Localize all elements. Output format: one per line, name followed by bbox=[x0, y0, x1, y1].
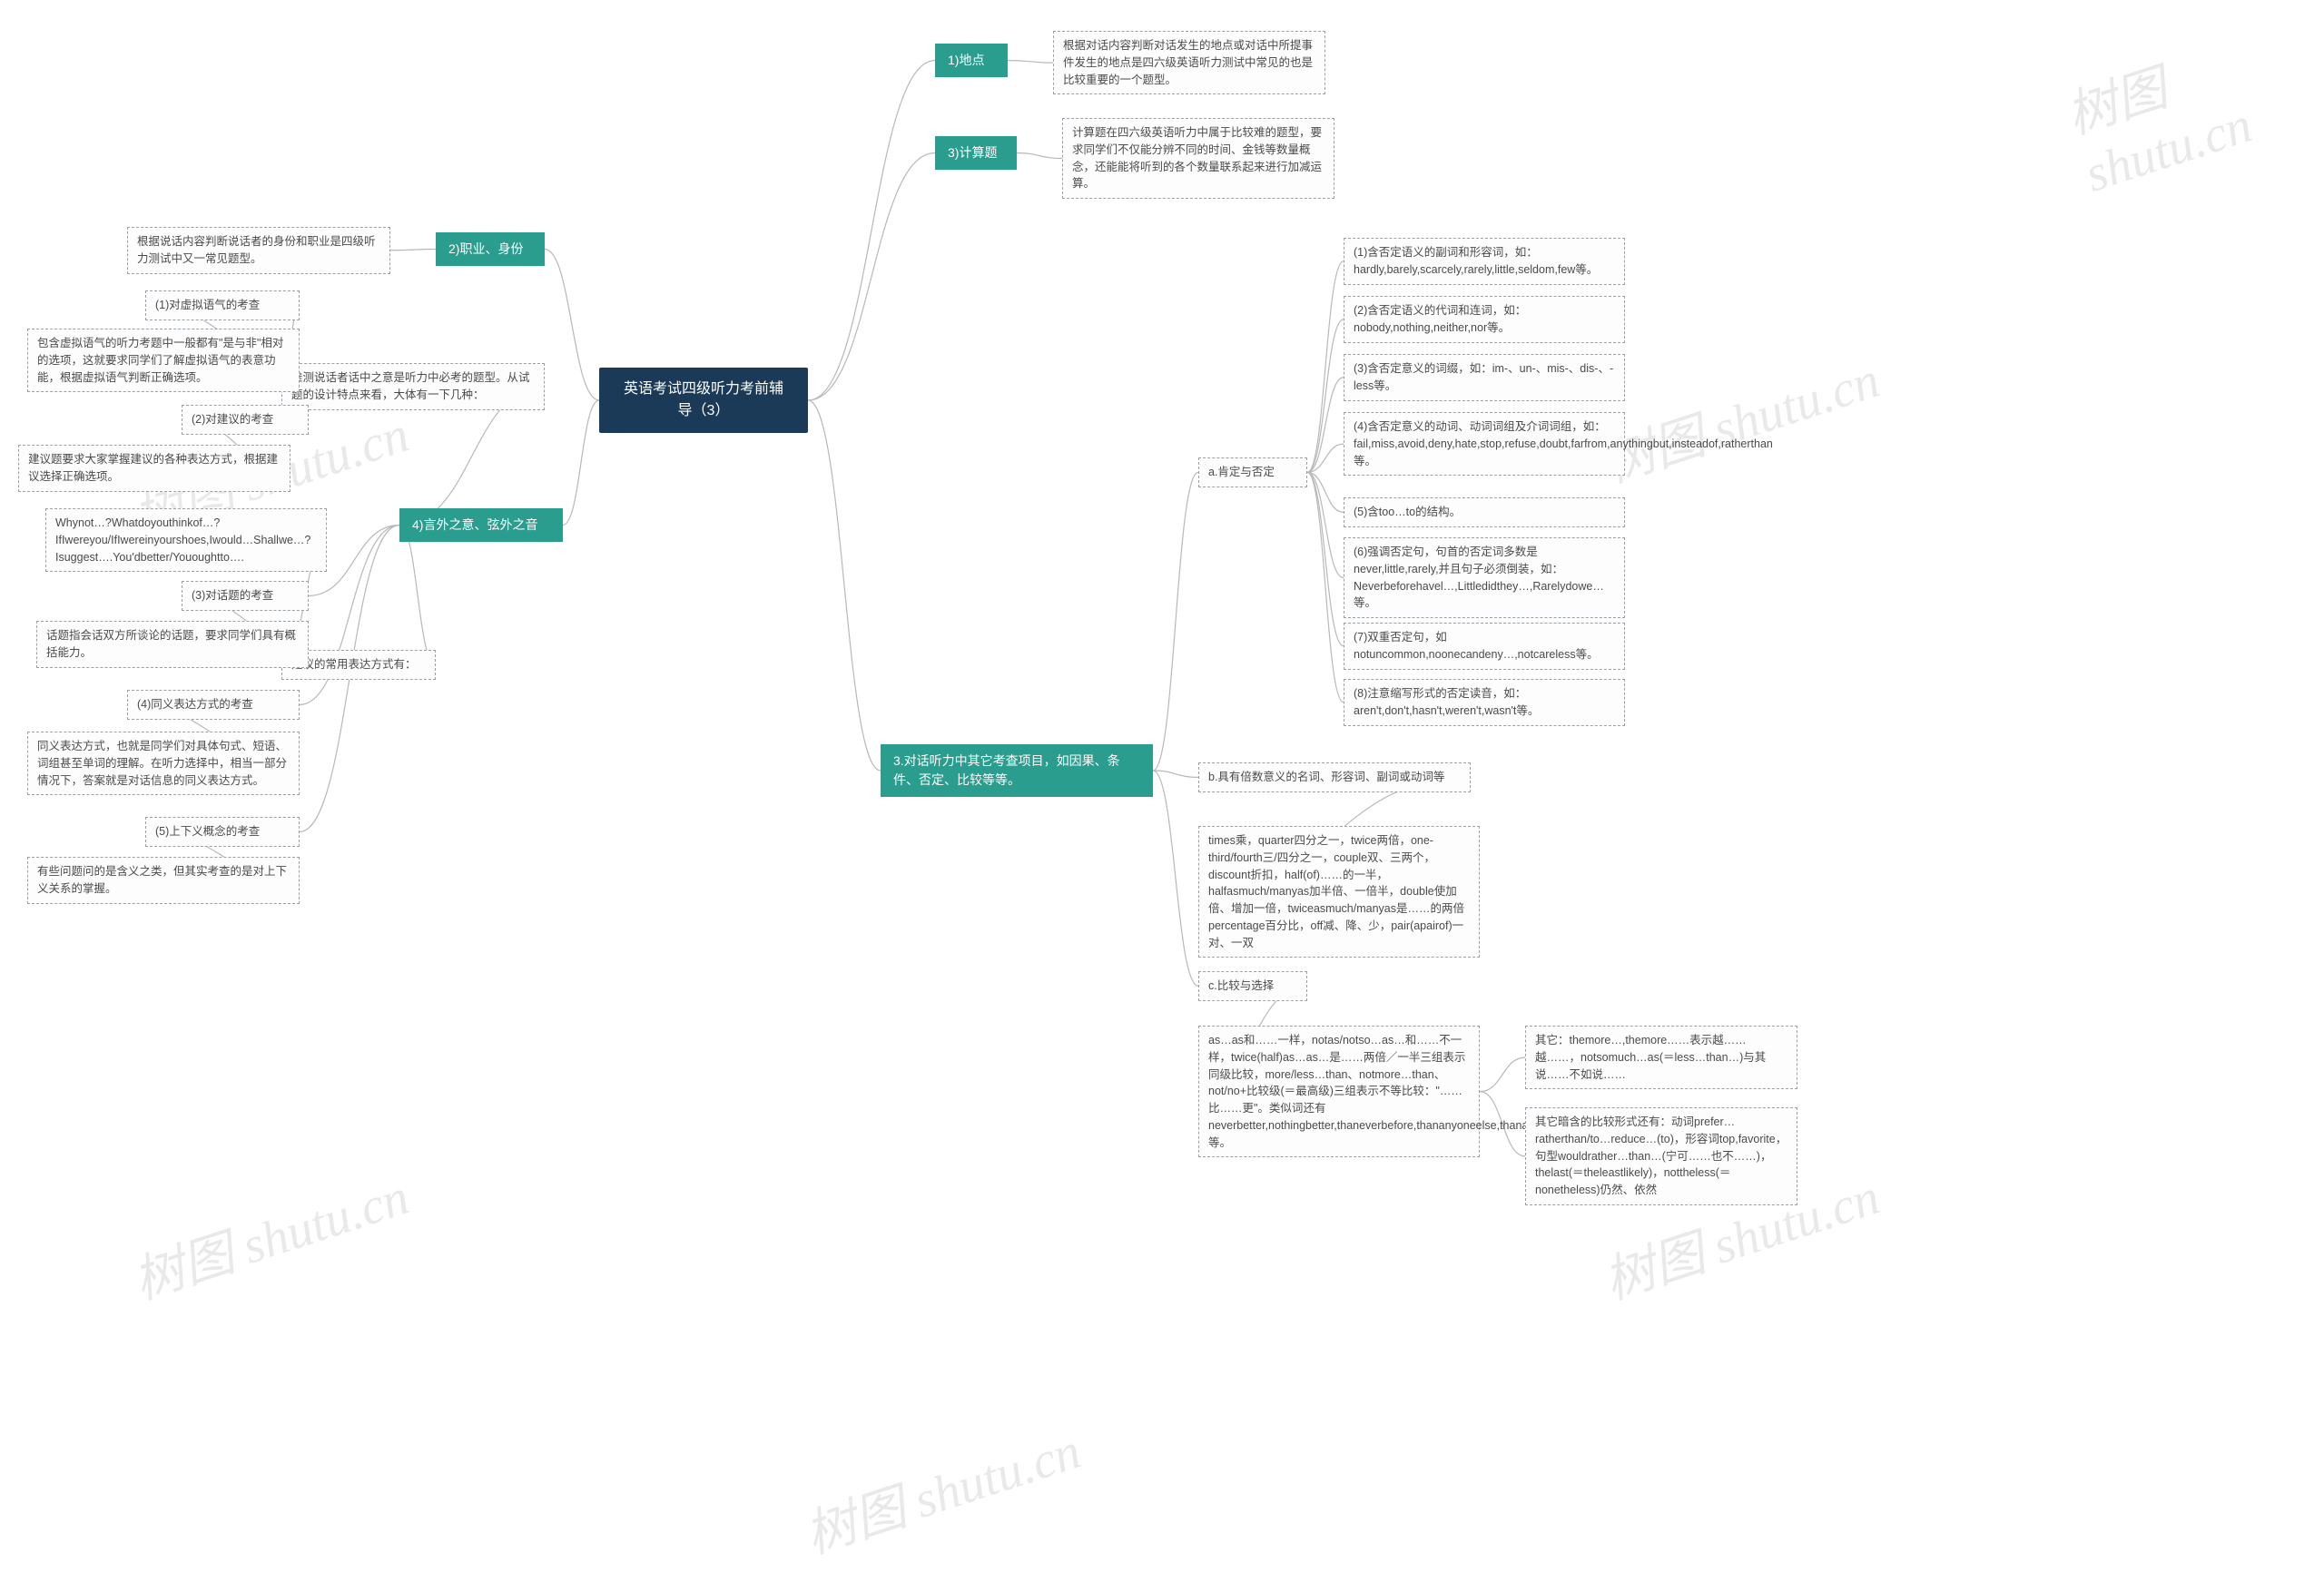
connector-line bbox=[1153, 472, 1198, 771]
node-label: 同义表达方式，也就是同学们对具体句式、短语、词组甚至单词的理解。在听力选择中，相… bbox=[37, 740, 287, 787]
node-label: 1)地点 bbox=[948, 53, 984, 67]
node-label: 3)计算题 bbox=[948, 145, 997, 160]
mindmap-leaf: (2)对建议的考查 bbox=[182, 405, 309, 435]
root-label: 英语考试四级听力考前辅导（3） bbox=[624, 381, 783, 418]
node-label: 其它：themore…,themore……表示越……越……，notsomuch…… bbox=[1535, 1034, 1766, 1081]
node-label: (8)注意缩写形式的否定读音，如：aren't,don't,hasn't,wer… bbox=[1354, 687, 1539, 717]
connector-line bbox=[808, 400, 881, 771]
node-label: 其它暗含的比较形式还有：动词prefer…ratherthan/to…reduc… bbox=[1535, 1115, 1787, 1196]
connector-line bbox=[1307, 472, 1344, 702]
mindmap-leaf: (3)含否定意义的词缀，如：im-、un-、mis-、dis-、-less等。 bbox=[1344, 354, 1625, 401]
watermark-6: 树图 shutu.cn bbox=[2055, 0, 2324, 203]
connector-line bbox=[1307, 319, 1344, 473]
connector-line bbox=[1480, 1057, 1525, 1092]
mindmap-leaf: (1)对虚拟语气的考查 bbox=[145, 290, 300, 320]
node-label: (4)同义表达方式的考查 bbox=[137, 698, 253, 711]
node-label: (5)上下义概念的考查 bbox=[155, 825, 260, 838]
mindmap-leaf: (3)对话题的考查 bbox=[182, 581, 309, 611]
connector-line bbox=[1307, 444, 1344, 472]
connector-line bbox=[1307, 472, 1344, 645]
node-label: (3)含否定意义的词缀，如：im-、un-、mis-、dis-、-less等。 bbox=[1354, 362, 1613, 392]
mindmap-leaf: 其它暗含的比较形式还有：动词prefer…ratherthan/to…reduc… bbox=[1525, 1107, 1797, 1205]
mindmap-leaf: 有些问题问的是含义之类，但其实考查的是对上下义关系的掌握。 bbox=[27, 857, 300, 904]
mindmap-branch: 2)职业、身份 bbox=[436, 232, 545, 266]
node-label: b.具有倍数意义的名词、形容词、副词或动词等 bbox=[1208, 771, 1444, 783]
mindmap-leaf: (7)双重否定句，如notuncommon,noonecandeny…,notc… bbox=[1344, 623, 1625, 670]
mindmap-leaf: 话题指会话双方所谈论的话题，要求同学们具有概括能力。 bbox=[36, 621, 309, 668]
node-label: c.比较与选择 bbox=[1208, 979, 1274, 992]
mindmap-leaf: 建议题要求大家掌握建议的各种表达方式，根据建议选择正确选项。 bbox=[18, 445, 290, 492]
mindmap-leaf: (2)含否定语义的代词和连词，如：nobody,nothing,neither,… bbox=[1344, 296, 1625, 343]
mindmap-leaf: (8)注意缩写形式的否定读音，如：aren't,don't,hasn't,wer… bbox=[1344, 679, 1625, 726]
connector-line bbox=[1307, 261, 1344, 473]
connector-line bbox=[1153, 771, 1198, 986]
watermark-3: 树图 shutu.cn bbox=[794, 1410, 1088, 1567]
mindmap-leaf: 根据对话内容判断对话发生的地点或对话中所提事件发生的地点是四六级英语听力测试中常… bbox=[1053, 31, 1325, 94]
node-label: 3.对话听力中其它考查项目，如因果、条件、否定、比较等等。 bbox=[893, 753, 1120, 787]
mindmap-leaf: c.比较与选择 bbox=[1198, 971, 1307, 1001]
node-label: (1)对虚拟语气的考查 bbox=[155, 299, 260, 311]
watermark-2: 树图 shutu.cn bbox=[123, 1155, 417, 1313]
node-label: (2)对建议的考查 bbox=[192, 413, 273, 426]
mindmap-leaf: Whynot…?Whatdoyouthinkof…?IfIwereyou/IfI… bbox=[45, 508, 327, 572]
node-label: 2)职业、身份 bbox=[448, 241, 523, 256]
mindmap-leaf: 计算题在四六级英语听力中属于比较难的题型，要求同学们不仅能分辨不同的时间、金钱等… bbox=[1062, 118, 1334, 199]
node-label: (7)双重否定句，如notuncommon,noonecandeny…,notc… bbox=[1354, 631, 1599, 661]
connector-line bbox=[390, 250, 436, 251]
connector-line bbox=[545, 250, 599, 401]
mindmap-leaf: b.具有倍数意义的名词、形容词、副词或动词等 bbox=[1198, 762, 1471, 792]
mindmap-leaf: (5)上下义概念的考查 bbox=[145, 817, 300, 847]
mindmap-leaf: (1)含否定语义的副词和形容词，如：hardly,barely,scarcely… bbox=[1344, 238, 1625, 285]
node-label: 包含虚拟语气的听力考题中一般都有"是与非"相对的选项，这就要求同学们了解虚拟语气… bbox=[37, 337, 283, 384]
node-label: 建议题要求大家掌握建议的各种表达方式，根据建议选择正确选项。 bbox=[28, 453, 278, 483]
connector-line bbox=[1307, 472, 1344, 577]
node-label: times乘，quarter四分之一，twice两倍，one-third/fou… bbox=[1208, 834, 1464, 949]
connector-line bbox=[808, 61, 935, 401]
node-label: 4)言外之意、弦外之音 bbox=[412, 517, 537, 532]
node-label: (4)含否定意义的动词、动词词组及介词词组，如：fail,miss,avoid,… bbox=[1354, 420, 1773, 467]
node-label: (6)强调否定句，句首的否定词多数是never,little,rarely,并且… bbox=[1354, 545, 1604, 609]
connector-line bbox=[399, 526, 436, 665]
node-label: (5)含too…to的结构。 bbox=[1354, 506, 1461, 518]
watermark-4: 树图 shutu.cn bbox=[1593, 339, 1887, 496]
node-label: 计算题在四六级英语听力中属于比较难的题型，要求同学们不仅能分辨不同的时间、金钱等… bbox=[1072, 126, 1322, 190]
mindmap-leaf: (6)强调否定句，句首的否定词多数是never,little,rarely,并且… bbox=[1344, 537, 1625, 618]
mindmap-leaf: (4)同义表达方式的考查 bbox=[127, 690, 300, 720]
node-label: 有些问题问的是含义之类，但其实考查的是对上下义关系的掌握。 bbox=[37, 865, 287, 895]
mindmap-root: 英语考试四级听力考前辅导（3） bbox=[599, 368, 808, 433]
connector-line bbox=[1008, 61, 1053, 64]
mindmap-leaf: 同义表达方式，也就是同学们对具体句式、短语、词组甚至单词的理解。在听力选择中，相… bbox=[27, 732, 300, 795]
mindmap-leaf: 包含虚拟语气的听力考题中一般都有"是与非"相对的选项，这就要求同学们了解虚拟语气… bbox=[27, 329, 300, 392]
node-label: 根据说话内容判断说话者的身份和职业是四级听力测试中又一常见题型。 bbox=[137, 235, 376, 265]
connector-line bbox=[808, 153, 935, 401]
node-label: (2)含否定语义的代词和连词，如：nobody,nothing,neither,… bbox=[1354, 304, 1526, 334]
mindmap-leaf: 推测说话者话中之意是听力中必考的题型。从试题的设计特点来看，大体有一下几种： bbox=[281, 363, 545, 410]
connector-line bbox=[1307, 472, 1344, 512]
node-label: 根据对话内容判断对话发生的地点或对话中所提事件发生的地点是四六级英语听力测试中常… bbox=[1063, 39, 1313, 86]
node-label: 建议的常用表达方式有： bbox=[291, 658, 417, 671]
mindmap-branch: 4)言外之意、弦外之音 bbox=[399, 508, 563, 542]
connector-line bbox=[1017, 153, 1062, 159]
node-label: 话题指会话双方所谈论的话题，要求同学们具有概括能力。 bbox=[46, 629, 296, 659]
node-label: a.肯定与否定 bbox=[1208, 466, 1275, 478]
mindmap-branch: 3.对话听力中其它考查项目，如因果、条件、否定、比较等等。 bbox=[881, 744, 1153, 797]
mindmap-leaf: (5)含too…to的结构。 bbox=[1344, 497, 1625, 527]
mindmap-leaf: 根据说话内容判断说话者的身份和职业是四级听力测试中又一常见题型。 bbox=[127, 227, 390, 274]
mindmap-branch: 3)计算题 bbox=[935, 136, 1017, 170]
connector-line bbox=[563, 400, 599, 526]
node-label: (1)含否定语义的副词和形容词，如：hardly,barely,scarcely… bbox=[1354, 246, 1598, 276]
node-label: 推测说话者话中之意是听力中必考的题型。从试题的设计特点来看，大体有一下几种： bbox=[291, 371, 530, 401]
connector-line bbox=[1153, 771, 1198, 777]
mindmap-leaf: as…as和……一样，notas/notso…as…和……不一样，twice(h… bbox=[1198, 1026, 1480, 1157]
mindmap-leaf: a.肯定与否定 bbox=[1198, 457, 1307, 487]
connector-line bbox=[1307, 378, 1344, 473]
mindmap-branch: 1)地点 bbox=[935, 44, 1008, 77]
node-label: (3)对话题的考查 bbox=[192, 589, 273, 602]
mindmap-leaf: (4)含否定意义的动词、动词词组及介词词组，如：fail,miss,avoid,… bbox=[1344, 412, 1625, 476]
node-label: Whynot…?Whatdoyouthinkof…?IfIwereyou/IfI… bbox=[55, 516, 310, 564]
mindmap-leaf: times乘，quarter四分之一，twice两倍，one-third/fou… bbox=[1198, 826, 1480, 958]
mindmap-leaf: 其它：themore…,themore……表示越……越……，notsomuch…… bbox=[1525, 1026, 1797, 1089]
